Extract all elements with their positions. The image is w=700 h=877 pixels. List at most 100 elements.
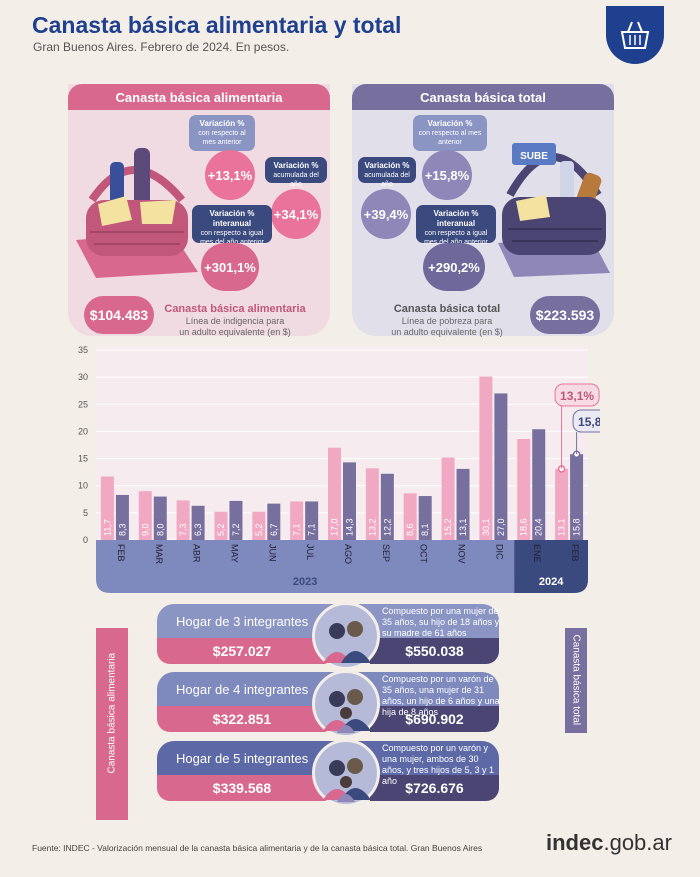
chart-plot-area (96, 346, 588, 540)
bar-value-label: 14,3 (345, 518, 355, 536)
x-tick-label: ENE (532, 544, 542, 563)
cba-legend: Canasta básica alimentaria Línea de indi… (164, 303, 306, 337)
bar-cbt (305, 501, 319, 540)
bar-cba (441, 457, 455, 540)
monthly-variation-chart: 0 5 10 15 20 25 30 35 2023 2024 11,7 8,3 FEB 9,0 8,0 MA… (78, 345, 600, 593)
bar-cba (328, 447, 341, 540)
cba-interannual-tag: Variación % interanual con respecto a igu… (192, 205, 272, 246)
bar-cba (138, 491, 152, 540)
x-tick-label: JUN (267, 544, 277, 562)
bar-cba (252, 511, 266, 540)
cbt-legend: Canasta básica total Línea de pobreza pa… (391, 303, 503, 337)
household-description: Compuesto por una mujer de 35 años, su h… (382, 606, 500, 638)
cbt-accum-tag: Variación % acumulada del año (358, 157, 416, 188)
bar-value-label: 8,6 (405, 523, 415, 536)
bar-value-label: 7,1 (292, 523, 302, 536)
total-basket-icon: SUBE (498, 143, 610, 277)
y-tick-label: 25 (78, 399, 88, 409)
bar-cba (214, 511, 228, 540)
bar-cbt (191, 505, 205, 540)
bar-cbt (343, 462, 356, 540)
bar-cba (555, 468, 569, 540)
cba-header: Canasta básica alimentaria (68, 84, 330, 110)
cbt-header: Canasta básica total (352, 84, 614, 110)
page-title: Canasta básica alimentaria y total (32, 12, 402, 38)
x-tick-label: SEP (381, 544, 391, 562)
bar-cbt (153, 496, 167, 540)
bar-cbt (229, 500, 243, 540)
x-tick-label: NOV (457, 544, 467, 564)
cbt-callout-box (572, 409, 600, 433)
bar-cbt (418, 496, 432, 540)
bar-value-label: 13,1 (557, 518, 567, 536)
y-tick-label: 20 (78, 426, 88, 436)
bar-value-label: 5,2 (216, 523, 226, 536)
household-cbt-price: $690.902 (370, 706, 499, 732)
sube-card-label: SUBE (520, 151, 548, 162)
bar-value-label: 6,3 (193, 523, 203, 536)
bar-value-label: 20,4 (534, 518, 544, 536)
bar-value-label: 18,6 (519, 518, 529, 536)
y-tick-label: 35 (78, 345, 88, 355)
bar-cbt (532, 429, 546, 540)
source-note: Fuente: INDEC - Valorización mensual de … (32, 843, 483, 853)
y-tick-label: 15 (78, 454, 88, 464)
x-axis-band-2023 (96, 540, 588, 593)
household-description: Compuesto por un varón y una mujer, ambo… (382, 743, 495, 786)
bar-value-label: 15,8 (572, 518, 582, 536)
y-tick-label: 5 (83, 508, 88, 518)
household-cba-price: $339.568 (157, 775, 327, 801)
bar-value-label: 8,1 (420, 523, 430, 536)
household-cbt-price: $726.676 (370, 775, 499, 801)
bar-cba (290, 501, 304, 540)
cba-side-bar: Canasta básica alimentaria (96, 628, 128, 820)
cbt-monthly-tag: Variación % con respecto al mes anterior (413, 115, 487, 151)
bar-cbt (570, 454, 584, 540)
cba-interannual-bubble: +301,1% (201, 243, 259, 291)
basket-logo-icon (606, 6, 664, 64)
cba-callout-box (554, 383, 600, 407)
y-tick-label: 30 (78, 372, 88, 382)
household-cba-price: $257.027 (157, 638, 327, 664)
year-label-2023: 2023 (293, 576, 317, 588)
household-label: Hogar de 5 integrantes (176, 751, 309, 766)
cba-monthly-bubble: +13,1% (205, 150, 255, 200)
cbt-accum-bubble: +39,4% (361, 189, 411, 239)
bar-cba (100, 476, 114, 540)
bar-value-label: 12,2 (382, 518, 392, 536)
family-portrait-icon (312, 602, 380, 670)
bar-value-label: 13,2 (367, 518, 377, 536)
bar-cbt (115, 494, 129, 540)
family-portrait-icon (312, 670, 380, 738)
bar-value-label: 13,1 (458, 518, 468, 536)
bar-cba (517, 439, 531, 540)
cbt-price: $223.593 (530, 296, 600, 334)
x-tick-label: OCT (419, 544, 429, 564)
cbt-interannual-tag: Variación % interanual con respecto a igu… (416, 205, 496, 246)
y-tick-label: 0 (83, 535, 88, 545)
x-tick-label: FEB (570, 544, 580, 562)
bar-value-label: 30,1 (481, 518, 491, 536)
bar-cba (479, 376, 493, 540)
x-axis-band-2024 (514, 540, 588, 593)
bar-value-label: 7,2 (231, 523, 241, 536)
bar-cba (176, 500, 190, 540)
x-tick-label: MAY (229, 544, 239, 563)
x-tick-label: AGO (343, 544, 353, 564)
household-description: Compuesto por un varón de 35 años, una m… (382, 674, 500, 717)
household-label: Hogar de 3 integrantes (176, 614, 309, 629)
bar-value-label: 5,2 (254, 523, 264, 536)
family-portrait-icon (312, 739, 380, 807)
bar-cbt (267, 503, 281, 540)
bar-value-label: 8,0 (155, 523, 165, 536)
cba-accum-tag: Variación % acumulada del año (265, 157, 327, 188)
cbt-interannual-bubble: +290,2% (423, 243, 485, 291)
bar-cbt (380, 473, 394, 540)
year-label-2024: 2024 (539, 576, 564, 588)
cba-price: $104.483 (84, 296, 154, 334)
cba-side-label: Canasta básica alimentaria (106, 652, 118, 774)
household-cbt-price: $550.038 (370, 638, 499, 664)
cbt-side-bar: Canasta básica total (565, 628, 587, 733)
food-basket-icon (76, 148, 198, 278)
bar-cbt (494, 393, 508, 540)
